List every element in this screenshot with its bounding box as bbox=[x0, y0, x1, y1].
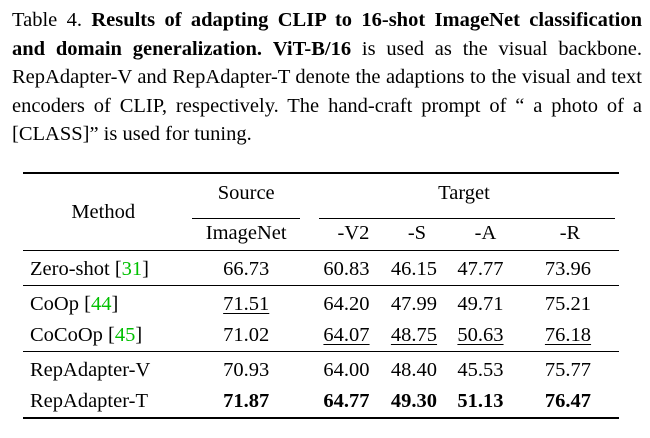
value-cell: 49.71 bbox=[457, 293, 504, 315]
value-cell: 75.21 bbox=[544, 293, 592, 315]
value-cell: 76.47 bbox=[544, 390, 592, 412]
value-cell: 70.93 bbox=[223, 359, 270, 381]
table-row: CoCoOp [45] 71.02 64.07 48.75 50.63 76.18 bbox=[23, 320, 619, 352]
value-cell: 71.51 bbox=[223, 293, 270, 315]
value-cell: 66.73 bbox=[223, 258, 270, 280]
method-cell: RepAdapter-V bbox=[30, 359, 151, 381]
method-cell: Zero-shot [31] bbox=[30, 258, 149, 280]
target-header: Target bbox=[438, 181, 490, 204]
table-row: CoOp [44] 71.51 64.20 47.99 49.71 75.21 bbox=[23, 285, 619, 321]
value-cell: 73.96 bbox=[544, 258, 592, 280]
citation-link[interactable]: 44 bbox=[90, 293, 112, 315]
value-cell: 48.40 bbox=[390, 359, 438, 381]
caption-body: is used as the visual backbone. RepAdapt… bbox=[12, 37, 643, 146]
table-row: RepAdapter-T 71.87 64.77 49.30 51.13 76.47 bbox=[23, 386, 619, 418]
method-cell: CoCoOp [45] bbox=[30, 324, 143, 346]
method-cell: RepAdapter-T bbox=[30, 390, 148, 412]
col-header-r: -R bbox=[559, 221, 581, 244]
value-cell: 47.99 bbox=[390, 293, 438, 315]
value-cell: 60.83 bbox=[323, 258, 370, 280]
source-header: Source bbox=[217, 181, 275, 204]
value-cell: 64.77 bbox=[323, 390, 370, 412]
caption-label: Table 4. bbox=[12, 9, 82, 31]
value-cell: 76.18 bbox=[544, 324, 592, 346]
value-cell: 49.30 bbox=[390, 390, 438, 412]
value-cell: 71.87 bbox=[223, 390, 270, 412]
method-header: Method bbox=[71, 200, 136, 223]
table-row: Zero-shot [31] 66.73 60.83 46.15 47.77 73.96 bbox=[23, 250, 619, 286]
value-cell: 64.20 bbox=[323, 293, 370, 315]
caption-title: Results of adapting CLIP to 16-shot Imag… bbox=[12, 9, 642, 60]
citation-link[interactable]: 45 bbox=[114, 324, 136, 346]
col-header-a: -A bbox=[474, 221, 497, 244]
col-header-imagenet: ImageNet bbox=[183, 212, 309, 251]
value-cell: 64.00 bbox=[323, 359, 370, 381]
method-cell: CoOp [44] bbox=[30, 293, 119, 315]
value-cell: 47.77 bbox=[457, 258, 504, 280]
value-cell: 51.13 bbox=[457, 390, 504, 412]
value-cell: 48.75 bbox=[390, 324, 438, 346]
citation-link[interactable]: 31 bbox=[121, 258, 143, 280]
value-cell: 45.53 bbox=[457, 359, 504, 381]
value-cell: 71.02 bbox=[223, 324, 270, 346]
caption-backbone: ViT-B/16 bbox=[272, 37, 352, 60]
col-header-v2: -V2 bbox=[337, 221, 370, 244]
table-caption: Table 4. Results of adapting CLIP to 16-… bbox=[12, 6, 642, 149]
table-row: RepAdapter-V 70.93 64.00 48.40 45.53 75.77 bbox=[23, 351, 619, 387]
value-cell: 64.07 bbox=[323, 324, 370, 346]
results-table: Method Source Target ImageNet -V2 -S -A … bbox=[23, 172, 619, 419]
value-cell: 46.15 bbox=[390, 258, 438, 280]
value-cell: 75.77 bbox=[544, 359, 592, 381]
value-cell: 50.63 bbox=[457, 324, 504, 346]
col-header-s: -S bbox=[407, 221, 427, 244]
